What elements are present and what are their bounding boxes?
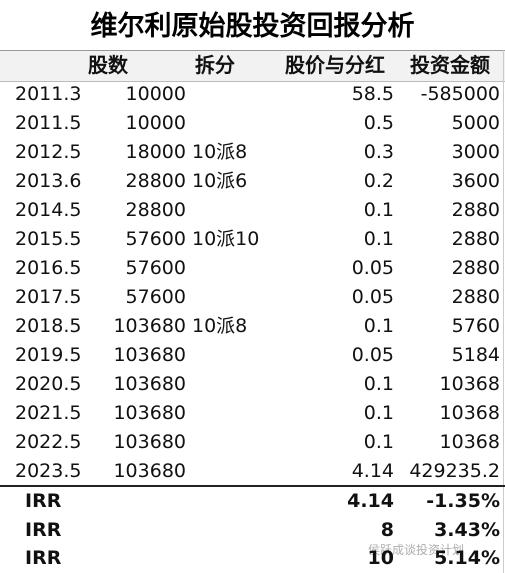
shares: 103680 xyxy=(113,315,186,337)
amount: 10368 xyxy=(439,431,500,453)
date: 2015.5 xyxy=(15,228,82,250)
date: 2013.6 xyxy=(15,170,82,192)
price-dividend: 0.05 xyxy=(351,286,394,308)
separator xyxy=(0,485,505,487)
shares: 10000 xyxy=(125,83,186,105)
split xyxy=(192,399,272,428)
irr-label: IRR xyxy=(25,490,62,512)
irr-value: 5.14% xyxy=(434,547,500,569)
amount: 2880 xyxy=(451,199,500,221)
price-dividend: 0.05 xyxy=(351,257,394,279)
shares: 103680 xyxy=(113,373,186,395)
shares: 28800 xyxy=(125,199,186,221)
price-dividend: 0.1 xyxy=(363,402,394,424)
amount: 10368 xyxy=(439,373,500,395)
header-background xyxy=(0,50,505,82)
shares: 103680 xyxy=(113,402,186,424)
header-cell: 股数 xyxy=(88,53,128,77)
price-dividend: 0.2 xyxy=(363,170,394,192)
split: 10派6 xyxy=(192,170,248,192)
split xyxy=(192,341,272,370)
shares: 57600 xyxy=(125,286,186,308)
shares: 103680 xyxy=(113,460,186,482)
amount: 2880 xyxy=(451,257,500,279)
split xyxy=(192,428,272,457)
split xyxy=(192,370,272,399)
split xyxy=(192,196,272,225)
price-dividend: 4.14 xyxy=(351,460,394,482)
date: 2011.3 xyxy=(15,83,82,105)
date: 2012.5 xyxy=(15,141,82,163)
shares: 10000 xyxy=(125,112,186,134)
split xyxy=(192,457,272,486)
amount: 10368 xyxy=(439,402,500,424)
price-dividend: 0.1 xyxy=(363,228,394,250)
amount: 5000 xyxy=(451,112,500,134)
irr-value: -1.35% xyxy=(426,490,500,512)
date: 2021.5 xyxy=(15,402,82,424)
shares: 18000 xyxy=(125,141,186,163)
amount: 5760 xyxy=(451,315,500,337)
split: 10派10 xyxy=(192,228,260,250)
amount: 3000 xyxy=(451,141,500,163)
irr-price: 8 xyxy=(380,518,394,541)
price-dividend: 0.3 xyxy=(363,141,394,163)
amount: 2880 xyxy=(451,228,500,250)
watermark: 侯跃成谈投资计划 xyxy=(368,543,465,557)
date: 2011.5 xyxy=(15,112,82,134)
border xyxy=(503,50,504,573)
price-dividend: 0.05 xyxy=(351,344,394,366)
date: 2016.5 xyxy=(15,257,82,279)
price-dividend: 58.5 xyxy=(351,83,394,105)
date: 2017.5 xyxy=(15,286,82,308)
price-dividend: 0.1 xyxy=(363,373,394,395)
split xyxy=(192,254,272,283)
date: 2014.5 xyxy=(15,199,82,221)
split: 10派8 xyxy=(192,315,248,337)
irr-price: 4.14 xyxy=(347,490,394,512)
amount: 2880 xyxy=(451,286,500,308)
split xyxy=(192,109,272,138)
irr-label: IRR xyxy=(25,547,62,569)
header-cell: 拆分 xyxy=(195,53,235,77)
date: 2018.5 xyxy=(15,315,82,337)
price-dividend: 0.1 xyxy=(363,199,394,221)
amount: -585000 xyxy=(420,83,500,105)
amount: 5184 xyxy=(451,344,500,366)
shares: 57600 xyxy=(125,257,186,279)
irr-label: IRR xyxy=(25,518,62,541)
shares: 103680 xyxy=(113,431,186,453)
amount: 429235.2 xyxy=(409,460,500,482)
date: 2023.5 xyxy=(15,460,82,482)
header-cell: 投资金额 xyxy=(410,53,490,77)
header-cell: 股价与分红 xyxy=(285,53,385,77)
shares: 57600 xyxy=(125,228,186,250)
price-dividend: 0.1 xyxy=(363,315,394,337)
price-dividend: 0.1 xyxy=(363,431,394,453)
price-dividend: 0.5 xyxy=(363,112,394,134)
split xyxy=(192,80,272,109)
date: 2022.5 xyxy=(15,431,82,453)
irr-price: 10 xyxy=(367,547,394,569)
title: 维尔利原始股投资回报分析 xyxy=(90,11,415,42)
shares: 28800 xyxy=(125,170,186,192)
split xyxy=(192,283,272,312)
date: 2020.5 xyxy=(15,373,82,395)
split: 10派8 xyxy=(192,141,248,163)
date: 2019.5 xyxy=(15,344,82,366)
amount: 3600 xyxy=(451,170,500,192)
shares: 103680 xyxy=(113,344,186,366)
irr-value: 3.43% xyxy=(434,518,500,541)
